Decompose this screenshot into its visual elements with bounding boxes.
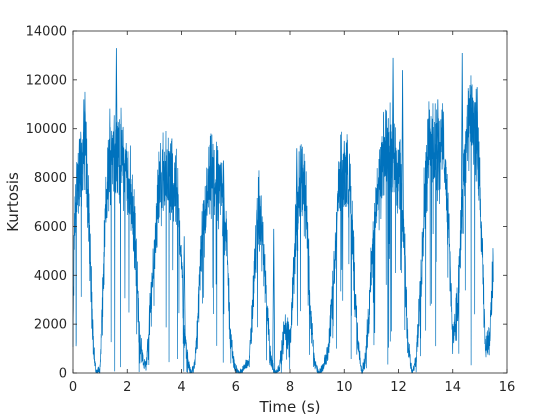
series-peak xyxy=(342,140,346,207)
x-axis: 0 2 4 6 8 10 12 14 16 xyxy=(69,31,515,395)
x-tick-label: 8 xyxy=(286,380,294,395)
y-tick-label: 8000 xyxy=(34,171,67,186)
kurtosis-series-line xyxy=(72,75,494,375)
y-tick-label: 10000 xyxy=(26,122,67,137)
y-axis-label: Kurtosis xyxy=(4,172,22,232)
series-peak xyxy=(222,160,225,237)
y-tick-label: 4000 xyxy=(34,269,67,284)
series-peak xyxy=(82,99,86,190)
x-tick-label: 4 xyxy=(177,380,185,395)
series-peak xyxy=(182,236,186,344)
series-peak xyxy=(169,143,173,213)
y-axis: 0 2000 4000 6000 8000 10000 12000 14000 xyxy=(26,25,507,382)
x-tick-label: 10 xyxy=(336,380,353,395)
series-peak xyxy=(115,48,118,192)
series-peak xyxy=(436,99,440,191)
y-tick-label: 0 xyxy=(59,367,67,382)
y-tick-label: 14000 xyxy=(26,25,67,40)
x-tick-label: 12 xyxy=(390,380,407,395)
y-tick-label: 12000 xyxy=(26,73,67,88)
y-tick-label: 6000 xyxy=(34,220,67,235)
x-tick-label: 14 xyxy=(444,380,461,395)
x-tick-label: 2 xyxy=(123,380,131,395)
x-axis-label: Time (s) xyxy=(259,398,321,416)
series-peak xyxy=(460,52,464,234)
series-peak xyxy=(272,228,276,370)
series-peak xyxy=(475,87,479,182)
series-peak xyxy=(295,148,299,251)
x-tick-label: 6 xyxy=(232,380,240,395)
series-layer xyxy=(72,48,494,375)
plot-area xyxy=(73,31,507,373)
y-tick-label: 2000 xyxy=(34,318,67,333)
x-tick-label: 0 xyxy=(69,380,77,395)
series-peak xyxy=(401,70,404,248)
x-tick-label: 16 xyxy=(499,380,516,395)
series-peak xyxy=(391,57,395,193)
